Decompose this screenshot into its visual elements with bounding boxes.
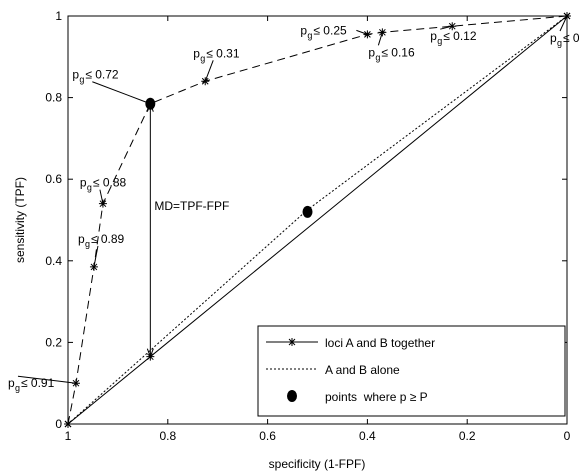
arrow-head [146, 102, 154, 359]
point-label-subscript: g [79, 75, 84, 85]
x-tick-label: 0 [564, 429, 571, 443]
point-label-subscript: g [200, 53, 205, 63]
y-tick-label: 0.2 [45, 335, 62, 349]
point-label-prefix: p [80, 176, 87, 190]
label-leader [93, 245, 99, 268]
point-label: ≤ 0.09 [563, 31, 579, 45]
point-label-prefix: p [78, 232, 85, 246]
y-tick-label: 0.6 [45, 172, 62, 186]
point-label-subscript: g [307, 30, 312, 40]
label-leader [440, 25, 453, 30]
series-line [67, 15, 568, 425]
label-leader [17, 375, 77, 384]
point-label-prefix: p [368, 45, 375, 59]
label-leader [377, 32, 383, 46]
plot-frame [67, 15, 568, 425]
point-label-prefix: p [193, 46, 200, 60]
point-label-prefix: p [300, 23, 307, 37]
md-label: MD=TPF-FPF [154, 199, 229, 213]
x-axis-label: specificity (1-FPF) [269, 457, 366, 471]
point-label: ≤ 0.88 [93, 176, 127, 190]
point-label: ≤ 0.89 [91, 232, 125, 246]
point-label-prefix: p [8, 376, 15, 390]
label-leader [356, 29, 368, 35]
point-label-subscript: g [375, 52, 380, 62]
point-label: ≤ 0.72 [85, 68, 119, 82]
legend-label: A and B alone [325, 363, 400, 377]
x-tick-label: 0.4 [359, 429, 376, 443]
point-label-subscript: g [85, 239, 90, 249]
y-tick-label: 0 [55, 417, 62, 431]
point-label-subscript: g [437, 36, 442, 46]
point-label-subscript: g [15, 383, 20, 393]
x-tick-label: 0.2 [459, 429, 476, 443]
legend-box [257, 325, 566, 417]
legend-marker [287, 390, 297, 402]
point-label: ≤ 0.25 [313, 23, 347, 37]
y-axis-label: sensitivity (TPF) [13, 177, 27, 263]
point-label-subscript: g [557, 38, 562, 48]
x-tick-label: 0.8 [159, 429, 176, 443]
y-tick-label: 0.4 [45, 254, 62, 268]
point-label-subscript: g [87, 183, 92, 193]
label-leader [204, 60, 214, 82]
point-label-prefix: p [72, 68, 79, 82]
point-label: ≤ 0.31 [206, 46, 240, 60]
legend-marker [288, 338, 296, 346]
y-tick-label: 1 [55, 9, 62, 23]
legend-label: loci A and B together [325, 336, 435, 350]
point-label-prefix: p [430, 29, 437, 43]
point-label: ≤ 0.12 [443, 29, 477, 43]
label-leader [559, 15, 568, 32]
x-tick-label: 1 [65, 429, 72, 443]
point-label: ≤ 0.16 [381, 45, 415, 59]
y-tick-label: 0.8 [45, 91, 62, 105]
x-tick-label: 0.6 [259, 429, 276, 443]
label-leader [99, 189, 104, 204]
highlight-point [302, 205, 313, 218]
label-leader [92, 81, 151, 105]
legend-label: points where p ≥ P [325, 390, 428, 404]
point-label-prefix: p [550, 31, 557, 45]
